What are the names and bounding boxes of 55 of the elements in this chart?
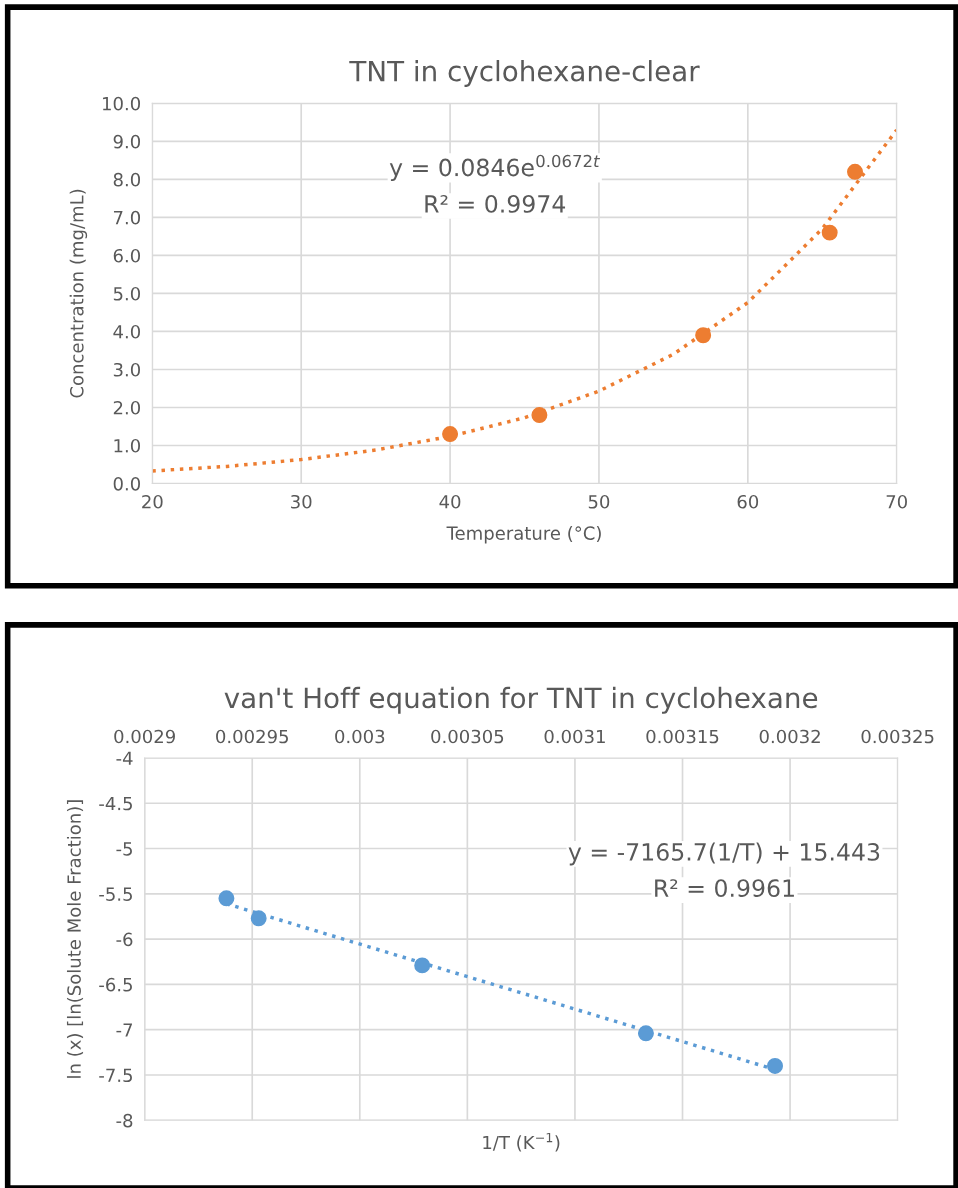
- point: [847, 163, 863, 180]
- x-tick-label: 0.0029: [114, 729, 175, 744]
- y-tick-label: -6: [116, 932, 133, 947]
- point: [695, 327, 712, 344]
- y-tick-label: 1.0: [114, 438, 141, 453]
- y-tick-label: 5.0: [113, 286, 141, 301]
- x-tick-label: 70: [886, 494, 907, 509]
- x-tick-label: 50: [588, 494, 610, 509]
- annotation: R² = 0.9974: [425, 194, 566, 213]
- y-axis-title: ln (x) [ln(Solute Mole Fraction)]: [66, 800, 84, 1078]
- x-tick-label: 20: [142, 494, 163, 509]
- x-tick-label: 30: [291, 494, 312, 509]
- y-tick-label: 7.0: [113, 210, 141, 225]
- x-tick-label: 0.00295: [216, 729, 288, 744]
- y-tick-label: -8: [116, 1113, 133, 1128]
- y-axis-title: Concentration (mg/mL): [69, 189, 88, 398]
- y-tick-label: 9.0: [113, 134, 141, 149]
- x-tick-label: 0.003: [335, 729, 385, 744]
- y-tick-label: -6.5: [99, 977, 132, 992]
- point: [767, 1057, 783, 1074]
- line-series: [152, 128, 897, 473]
- x-axis-title: Temperature (°C): [446, 526, 601, 544]
- chart-title: van't Hoff equation for TNT in cyclohexane: [224, 686, 818, 714]
- x-tick-label: 0.00305: [431, 729, 504, 744]
- y-tick-label: 4.0: [113, 324, 141, 339]
- y-tick-label: 2.0: [113, 400, 141, 415]
- x-axis-title: 1/T (K$^{−1}$): [483, 1132, 560, 1152]
- point: [442, 426, 459, 443]
- x-tick-label: 0.00325: [861, 729, 934, 744]
- y-tick-label: -7: [116, 1023, 132, 1037]
- point: [821, 224, 838, 241]
- y-tick-label: 3.0: [113, 362, 141, 377]
- y-tick-label: -5: [116, 842, 132, 856]
- annotation: y = -7165.7(1/T) + 15.443: [568, 842, 880, 866]
- x-tick-label: 0.0031: [544, 729, 605, 744]
- y-tick-label: 8.0: [113, 172, 141, 187]
- x-tick-label: 40: [439, 494, 461, 509]
- y-tick-label: 0.0: [113, 476, 141, 491]
- point: [414, 957, 431, 974]
- y-tick-label: 10.0: [102, 96, 141, 111]
- y-tick-label: -5.5: [99, 887, 132, 901]
- annotation: y = 0.0846e$^{0.0672t}$: [389, 154, 601, 181]
- annotation: R² = 0.9961: [655, 879, 794, 898]
- y-tick-label: 6.0: [113, 248, 141, 263]
- y-tick-label: -7.5: [99, 1068, 132, 1083]
- x-tick-label: 0.00315: [646, 729, 719, 744]
- point: [637, 1025, 654, 1042]
- x-tick-label: 60: [737, 494, 759, 509]
- y-tick-label: -4: [116, 751, 133, 765]
- x-tick-label: 0.0032: [759, 729, 820, 744]
- y-tick-label: -4.5: [99, 796, 132, 811]
- point: [218, 890, 235, 907]
- chart-title: TNT in cyclohexane-clear: [349, 60, 700, 87]
- point: [250, 910, 267, 927]
- point: [531, 407, 548, 424]
